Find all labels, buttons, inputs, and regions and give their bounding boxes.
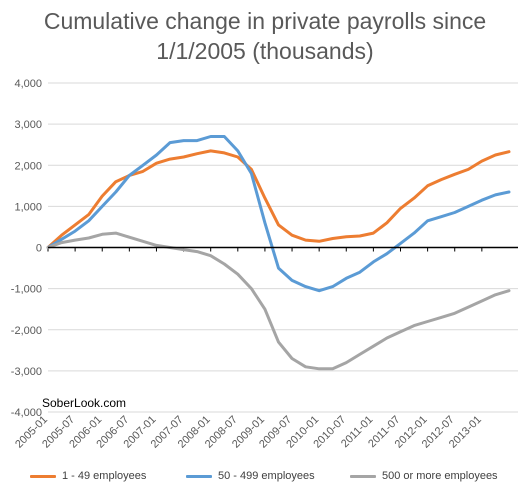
legend-item-500-plus: 500 or more employees — [350, 470, 498, 482]
watermark: SoberLook.com — [42, 396, 127, 410]
legend-label: 500 or more employees — [382, 470, 498, 482]
series-line-1 — [46, 149, 511, 249]
legend-swatch — [350, 474, 376, 478]
chart-title-line-2: 1/1/2005 (thousands) — [156, 38, 374, 64]
series-line-3 — [46, 231, 511, 371]
chart-title: Cumulative change in private payrolls si… — [0, 6, 530, 66]
legend: 1 - 49 employees 50 - 499 employees 500 … — [0, 466, 530, 490]
y-tick-label: 0 — [36, 243, 42, 255]
y-tick-label: -3,000 — [11, 366, 42, 378]
legend-swatch — [186, 474, 212, 478]
legend-item-50-499: 50 - 499 employees — [186, 470, 315, 482]
series-line-2 — [46, 135, 511, 293]
legend-item-1-49: 1 - 49 employees — [30, 470, 146, 482]
y-tick-label: -4,000 — [11, 407, 42, 419]
legend-swatch — [30, 474, 56, 478]
y-tick-label: -2,000 — [11, 325, 42, 337]
x-axis-ticks: 2005-012005-072006-012006-072007-012007-… — [13, 247, 484, 451]
chart-title-line-1: Cumulative change in private payrolls si… — [43, 8, 487, 34]
y-tick-label: 2,000 — [14, 160, 42, 172]
legend-label: 1 - 49 employees — [62, 470, 147, 482]
legend-label: 50 - 499 employees — [218, 470, 315, 482]
y-axis-ticks: 4,000 3,000 2,000 1,000 0 -1,000 -2,000 -3,000 -… — [11, 78, 42, 419]
y-tick-label: -1,000 — [11, 284, 42, 296]
y-tick-label: 4,000 — [14, 78, 42, 90]
y-tick-label: 3,000 — [14, 119, 42, 131]
series-lines — [46, 135, 511, 371]
line-chart: 4,000 3,000 2,000 1,000 0 -1,000 -2,000 -3,000 -… — [11, 78, 518, 451]
y-tick-label: 1,000 — [14, 201, 42, 213]
grid-lines — [48, 82, 518, 413]
